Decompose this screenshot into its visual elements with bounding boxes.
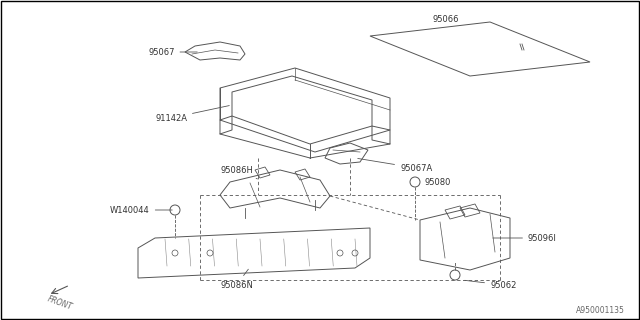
Text: 91142A: 91142A [155,106,229,123]
Text: 95067A: 95067A [358,158,432,172]
Text: A950001135: A950001135 [576,306,625,315]
Text: 95086H: 95086H [220,165,257,179]
Text: 95096I: 95096I [493,234,557,243]
Text: 95067: 95067 [148,47,197,57]
Text: 95086N: 95086N [220,269,253,290]
Text: FRONT: FRONT [46,294,74,312]
Text: 95066: 95066 [432,14,458,23]
Text: 95080: 95080 [424,178,451,187]
Text: 95062: 95062 [465,280,516,290]
Text: W140044: W140044 [110,205,172,214]
